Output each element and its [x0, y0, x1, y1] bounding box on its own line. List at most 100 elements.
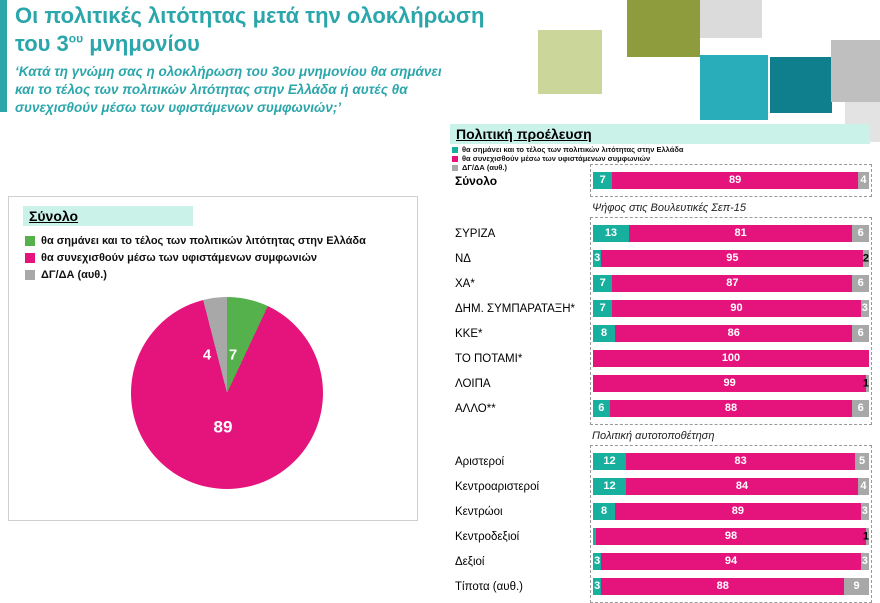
- bar-row-label: ΛΟΙΠΑ: [455, 377, 491, 390]
- bar-value: 6: [598, 402, 605, 414]
- legend-swatch-green: [452, 146, 458, 153]
- bar-value: 87: [726, 277, 739, 289]
- legend-item-dk-na: ΔΓ/ΔΑ (αυθ.): [452, 163, 683, 172]
- bar-value: 3: [594, 580, 601, 592]
- bar-segment-magenta: 81: [628, 225, 853, 242]
- bar-value: 89: [729, 174, 742, 186]
- bar-segment-magenta: 88: [601, 578, 845, 595]
- title-line1: Οι πολιτικές λιτότητας μετά την ολοκλήρω…: [15, 3, 485, 28]
- bar-segment-magenta: 83: [626, 453, 856, 470]
- breakdown-panel-title: Πολιτική προέλευση: [450, 124, 870, 144]
- bar-value: 98: [724, 530, 738, 542]
- bar-segment-magenta: 95: [601, 250, 864, 267]
- legend-label: ΔΓ/ΔΑ (αυθ.): [462, 163, 507, 172]
- bar-segment-magenta: 99: [593, 375, 867, 392]
- bar-value: 12: [603, 455, 616, 467]
- bar-row-label: Δεξιοί: [455, 555, 485, 568]
- stacked-bar: 8 86 6: [593, 325, 869, 342]
- stacked-bar: 8 89 3: [593, 503, 869, 520]
- survey-question: ‘Κατά τη γνώμη σας η ολοκλήρωση του 3ου …: [15, 63, 442, 116]
- bar-segment-gray: 6: [852, 275, 869, 292]
- bar-segment-magenta: 84: [626, 478, 858, 495]
- bar-segment-green: 3: [593, 250, 602, 267]
- bar-row: ΑΛΛΟ** 6 88 6: [455, 396, 869, 421]
- bar-value: 88: [716, 580, 729, 592]
- bar-value: 12: [603, 480, 616, 492]
- legend-label: θα σημάνει και το τέλος των πολιτικών λι…: [41, 235, 366, 247]
- bar-value: 3: [861, 555, 868, 567]
- bar-value: 13: [604, 227, 618, 239]
- decor-square: [700, 55, 768, 120]
- survey-question-line1: ‘Κατά τη γνώμη σας η ολοκλήρωση του 3ου …: [15, 64, 442, 79]
- bar-row: ΧΑ* 7 87 6: [455, 271, 869, 296]
- bar-value: 4: [860, 174, 867, 186]
- bar-row: ΚΚΕ* 8 86 6: [455, 321, 869, 346]
- bar-segment-gray: 3: [860, 553, 869, 570]
- stacked-bar: 13 81 6: [593, 225, 869, 242]
- bar-row-label: Αριστεροί: [455, 455, 505, 468]
- pie-value-continue: 89: [213, 417, 233, 437]
- bar-segment-gray: 6: [852, 225, 869, 242]
- stacked-bar: 3 95 2: [593, 250, 869, 267]
- bar-segment-gray: [866, 375, 869, 392]
- decor-square: [627, 0, 700, 57]
- bar-value: 83: [734, 455, 747, 467]
- decor-square: [831, 40, 880, 102]
- bar-segment-green: 6: [593, 400, 610, 417]
- bar-value: 5: [859, 455, 866, 467]
- pie-chart: 4 7 89: [131, 297, 323, 489]
- title-line2: του 3ου μνημονίου: [15, 31, 200, 57]
- bar-segment-gray: [863, 250, 869, 267]
- legend-item-continue-agreements: θα συνεχισθούν μέσω των υφιστάμενων συμφ…: [452, 154, 683, 163]
- legend-label: θα συνεχισθούν μέσω των υφιστάμενων συμφ…: [41, 252, 317, 264]
- bar-row: ΝΔ 3 95 2: [455, 246, 869, 271]
- legend-swatch-green: [25, 236, 35, 246]
- bar-segment-green: 13: [593, 225, 629, 242]
- bar-value: 3: [594, 252, 601, 264]
- bar-segment-magenta: 87: [612, 275, 853, 292]
- legend-swatch-gray: [25, 270, 35, 280]
- legend-swatch-magenta: [25, 253, 35, 263]
- legend-label: θα συνεχισθούν μέσω των υφιστάμενων συμφ…: [462, 154, 651, 163]
- bar-value: 95: [726, 252, 739, 264]
- legend-item-dk-na: ΔΓ/ΔΑ (αυθ.): [25, 269, 366, 281]
- page-title: Οι πολιτικές λιτότητας μετά την ολοκλήρω…: [15, 2, 615, 58]
- bar-segment-green: 12: [593, 453, 627, 470]
- legend-label: θα σημάνει και το τέλος των πολιτικών λι…: [462, 145, 684, 154]
- stacked-bar: 12 84 4: [593, 478, 869, 495]
- bar-value: 6: [857, 227, 864, 239]
- bar-segment-green: 7: [593, 275, 613, 292]
- bar-value-outside: 1: [862, 377, 869, 389]
- bar-row: ΛΟΙΠΑ 99 1: [455, 371, 869, 396]
- bar-segment-magenta: 89: [612, 172, 858, 189]
- bar-row-label: ΔΗΜ. ΣΥΜΠΑΡΑΤΑΞΗ*: [455, 302, 576, 315]
- bar-group: Αριστεροί 12 83 5 Κεντροαριστεροί 12 84 4 Κεντρώ…: [455, 445, 872, 603]
- stacked-bar: 6 88 6: [593, 400, 869, 417]
- survey-question-line2: και το τέλος των πολιτικών λιτότητας στη…: [15, 81, 408, 97]
- section-label: Πολιτική αυτοτοποθέτηση: [592, 430, 715, 442]
- bar-value: 84: [735, 480, 749, 492]
- bar-segment-magenta: 86: [615, 325, 853, 342]
- bar-row-label: Τίποτα (αυθ.): [455, 580, 523, 593]
- bar-value: 8: [600, 505, 608, 517]
- bar-row: ΔΗΜ. ΣΥΜΠΑΡΑΤΑΞΗ* 7 90 3: [455, 296, 869, 321]
- stacked-bar: 100: [593, 350, 869, 367]
- bar-segment-green: 7: [593, 300, 613, 317]
- bar-row-label: ΧΑ*: [455, 277, 475, 290]
- bar-segment-gray: 4: [857, 172, 869, 189]
- bar-segment-magenta: 90: [612, 300, 861, 317]
- total-panel-title: Σύνολο: [23, 206, 193, 226]
- stacked-bar: 7 87 6: [593, 275, 869, 292]
- bar-row-label: ΝΔ: [455, 252, 471, 265]
- stacked-bar: 7 89 4: [593, 172, 869, 189]
- pie-value-dkna: 4: [202, 346, 212, 364]
- bar-value: 3: [594, 555, 601, 567]
- bar-value: 9: [853, 580, 860, 592]
- decor-square: [538, 30, 602, 94]
- total-panel: Σύνολο θα σημάνει και το τέλος των πολιτ…: [8, 196, 418, 521]
- bar-value: 8: [600, 327, 608, 339]
- bar-value: 86: [727, 327, 740, 339]
- bar-value: 88: [724, 402, 738, 414]
- decor-square: [700, 0, 762, 38]
- bar-value-outside: 1: [862, 530, 869, 542]
